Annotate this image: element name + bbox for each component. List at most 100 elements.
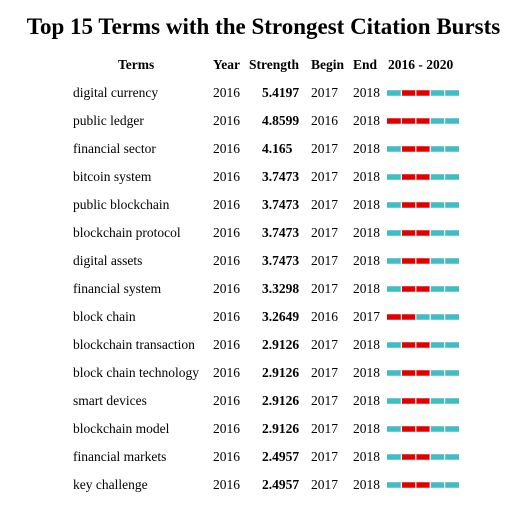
begin-cell: 2017 [311,225,338,240]
year-cell: 2016 [213,197,240,212]
strength-cell: 2.4957 [262,477,300,492]
baseline-segment [444,90,459,96]
end-cell: 2018 [353,477,380,492]
segment-divider [400,454,402,460]
baseline-segment [430,118,445,124]
baseline-segment [387,398,402,404]
segment-divider [400,482,402,488]
begin-cell: 2017 [311,421,338,436]
table-row: public ledger 2016 4.8599 2016 2018 [0,107,527,135]
strength-cell: 4.8599 [262,113,300,128]
segment-divider [444,342,446,348]
segment-divider [415,174,417,180]
year-cell: 2016 [213,113,240,128]
table-row: block chain technology 2016 2.9126 2017 2018 [0,359,527,387]
segment-divider [444,258,446,264]
begin-cell: 2017 [311,337,338,352]
strength-cell: 3.3298 [262,281,300,296]
baseline-segment [430,202,445,208]
baseline-segment [387,482,402,488]
table-row: digital currency 2016 5.4197 2017 2018 [0,79,527,107]
segment-divider [429,230,431,236]
year-cell: 2016 [213,141,240,156]
burst-timeline [387,426,459,432]
segment-divider [415,230,417,236]
segment-divider [415,398,417,404]
header-begin: Begin [311,57,345,72]
term-cell: financial markets [73,449,167,464]
baseline-segment [430,482,445,488]
term-cell: public ledger [73,113,144,128]
burst-segment [401,286,416,292]
burst-segment [415,398,431,404]
segment-divider [444,286,446,292]
chart-title: Top 15 Terms with the Strongest Citation… [26,14,501,39]
burst-segment [401,118,416,124]
strength-cell: 3.7473 [262,253,300,268]
segment-divider [415,314,417,320]
header-end: End [353,57,378,72]
segment-divider [400,90,402,96]
burst-timeline [387,202,459,208]
segment-divider [429,286,431,292]
table-row: blockchain protocol 2016 3.7473 2017 2018 [0,219,527,247]
baseline-segment [387,286,402,292]
baseline-segment [444,398,459,404]
begin-cell: 2017 [311,477,338,492]
segment-divider [415,342,417,348]
segment-divider [400,258,402,264]
burst-timeline [387,174,459,180]
term-cell: digital currency [73,85,159,100]
term-cell: blockchain protocol [73,225,181,240]
begin-cell: 2017 [311,253,338,268]
segment-divider [444,230,446,236]
baseline-segment [444,202,459,208]
strength-cell: 2.9126 [262,365,300,380]
baseline-segment [444,482,459,488]
burst-segment [415,426,431,432]
term-cell: financial system [73,281,162,296]
burst-timeline [387,90,459,96]
segment-divider [400,118,402,124]
burst-segment [401,398,416,404]
begin-cell: 2017 [311,169,338,184]
end-cell: 2018 [353,421,380,436]
segment-divider [429,202,431,208]
burst-segment [387,118,402,124]
burst-segment [415,118,431,124]
burst-timeline [387,286,459,292]
segment-divider [400,286,402,292]
segment-divider [429,174,431,180]
segment-divider [444,398,446,404]
strength-cell: 3.7473 [262,169,300,184]
term-cell: block chain [73,309,136,324]
baseline-segment [387,426,402,432]
baseline-segment [387,90,402,96]
segment-divider [400,174,402,180]
table-row: public blockchain 2016 3.7473 2017 2018 [0,191,527,219]
segment-divider [444,90,446,96]
strength-cell: 3.7473 [262,225,300,240]
end-cell: 2018 [353,141,380,156]
strength-cell: 2.4957 [262,449,300,464]
baseline-segment [444,454,459,460]
burst-segment [387,314,402,320]
segment-divider [400,398,402,404]
baseline-segment [430,258,445,264]
burst-segment [401,314,416,320]
segment-divider [444,202,446,208]
burst-timeline [387,314,459,320]
burst-timeline [387,482,459,488]
baseline-segment [430,230,445,236]
segment-divider [429,454,431,460]
segment-divider [444,146,446,152]
segment-divider [429,146,431,152]
baseline-segment [415,314,431,320]
segment-divider [444,314,446,320]
end-cell: 2018 [353,365,380,380]
term-cell: smart devices [73,393,147,408]
segment-divider [400,202,402,208]
baseline-segment [444,174,459,180]
term-cell: financial sector [73,141,156,156]
baseline-segment [444,230,459,236]
